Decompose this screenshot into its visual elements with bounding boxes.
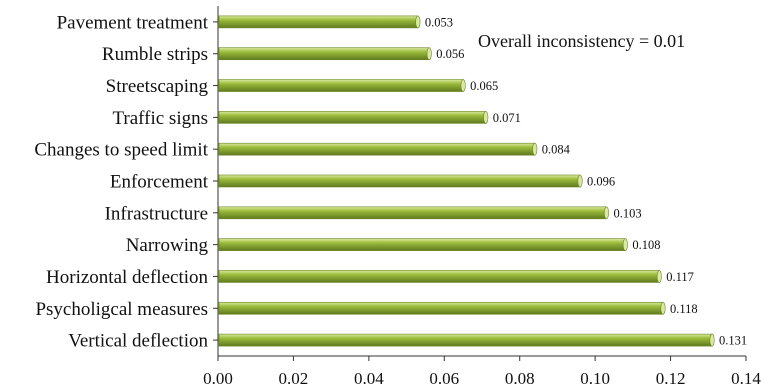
bar-cap-psycholigcal-measures (660, 301, 666, 315)
category-label-vertical-deflection: Vertical deflection (68, 331, 208, 352)
category-label-narrowing: Narrowing (126, 235, 209, 256)
bar-traffic-signs (218, 111, 487, 124)
overall-inconsistency-annotation: Overall inconsistency = 0.01 (478, 31, 685, 51)
data-label-psycholigcal-measures: 0.118 (670, 302, 698, 316)
bar-pavement-treatment (218, 15, 419, 29)
category-label-changes-to-speed-limit: Changes to speed limit (34, 140, 208, 161)
bar-cap-narrowing (622, 238, 628, 251)
data-label-rumble-strips: 0.056 (436, 47, 464, 61)
category-labels-group: Pavement treatment Rumble strips Streetsca… (34, 12, 208, 351)
bar-cap-infrastructure (603, 206, 609, 220)
bar-infrastructure (218, 206, 607, 220)
bar-rumble-strips (218, 47, 430, 61)
x-tick-label: 0.06 (429, 369, 459, 388)
bars-group (218, 15, 715, 347)
data-label-streetscaping: 0.065 (470, 79, 498, 93)
data-label-changes-to-speed-limit: 0.084 (542, 143, 571, 157)
bar-cap-traffic-signs (483, 111, 489, 124)
bar-cap-rumble-strips (426, 47, 432, 61)
bar-cap-enforcement (577, 174, 583, 188)
x-tick-label: 0.12 (656, 369, 686, 388)
bar-vertical-deflection (218, 333, 713, 347)
data-label-vertical-deflection: 0.131 (719, 334, 747, 348)
axes-group: 0.00 0.02 0.04 0.06 0.08 0.10 0.12 0.14 (203, 6, 761, 388)
bar-cap-vertical-deflection (709, 333, 715, 347)
data-label-pavement-treatment: 0.053 (425, 15, 453, 29)
bar-cap-streetscaping (460, 79, 466, 92)
bar-narrowing (218, 238, 626, 251)
bar-streetscaping (218, 79, 464, 92)
category-label-traffic-signs: Traffic signs (112, 108, 208, 129)
bar-cap-horizontal-deflection (656, 270, 662, 283)
data-label-infrastructure: 0.103 (613, 206, 641, 220)
category-label-streetscaping: Streetscaping (106, 76, 209, 97)
bar-changes-to-speed-limit (218, 142, 536, 156)
x-tick-label: 0.04 (354, 369, 384, 388)
category-label-horizontal-deflection: Horizontal deflection (46, 267, 208, 288)
x-tick-label: 0.02 (279, 369, 309, 388)
bar-horizontal-deflection (218, 270, 660, 283)
bar-cap-changes-to-speed-limit (532, 142, 538, 156)
data-label-narrowing: 0.108 (632, 238, 660, 252)
data-label-enforcement: 0.096 (587, 175, 615, 189)
category-label-psycholigcal-measures: Psycholigcal measures (35, 299, 208, 320)
category-label-pavement-treatment: Pavement treatment (57, 12, 209, 33)
category-label-enforcement: Enforcement (110, 172, 209, 193)
x-tick-label: 0.10 (580, 369, 610, 388)
bar-cap-pavement-treatment (415, 15, 421, 29)
category-label-rumble-strips: Rumble strips (102, 44, 208, 65)
category-label-infrastructure: Infrastructure (105, 203, 208, 224)
x-tick-label: 0.08 (505, 369, 535, 388)
data-label-traffic-signs: 0.071 (493, 111, 521, 125)
data-label-horizontal-deflection: 0.117 (666, 270, 694, 284)
data-labels-group: 0.053 0.056 0.065 0.071 0.084 0.096 0.103 0.108… (425, 15, 747, 347)
x-tick-label: 0.00 (203, 369, 233, 388)
bar-psycholigcal-measures (218, 301, 664, 315)
bar-enforcement (218, 174, 581, 188)
x-tick-label: 0.14 (731, 369, 761, 388)
